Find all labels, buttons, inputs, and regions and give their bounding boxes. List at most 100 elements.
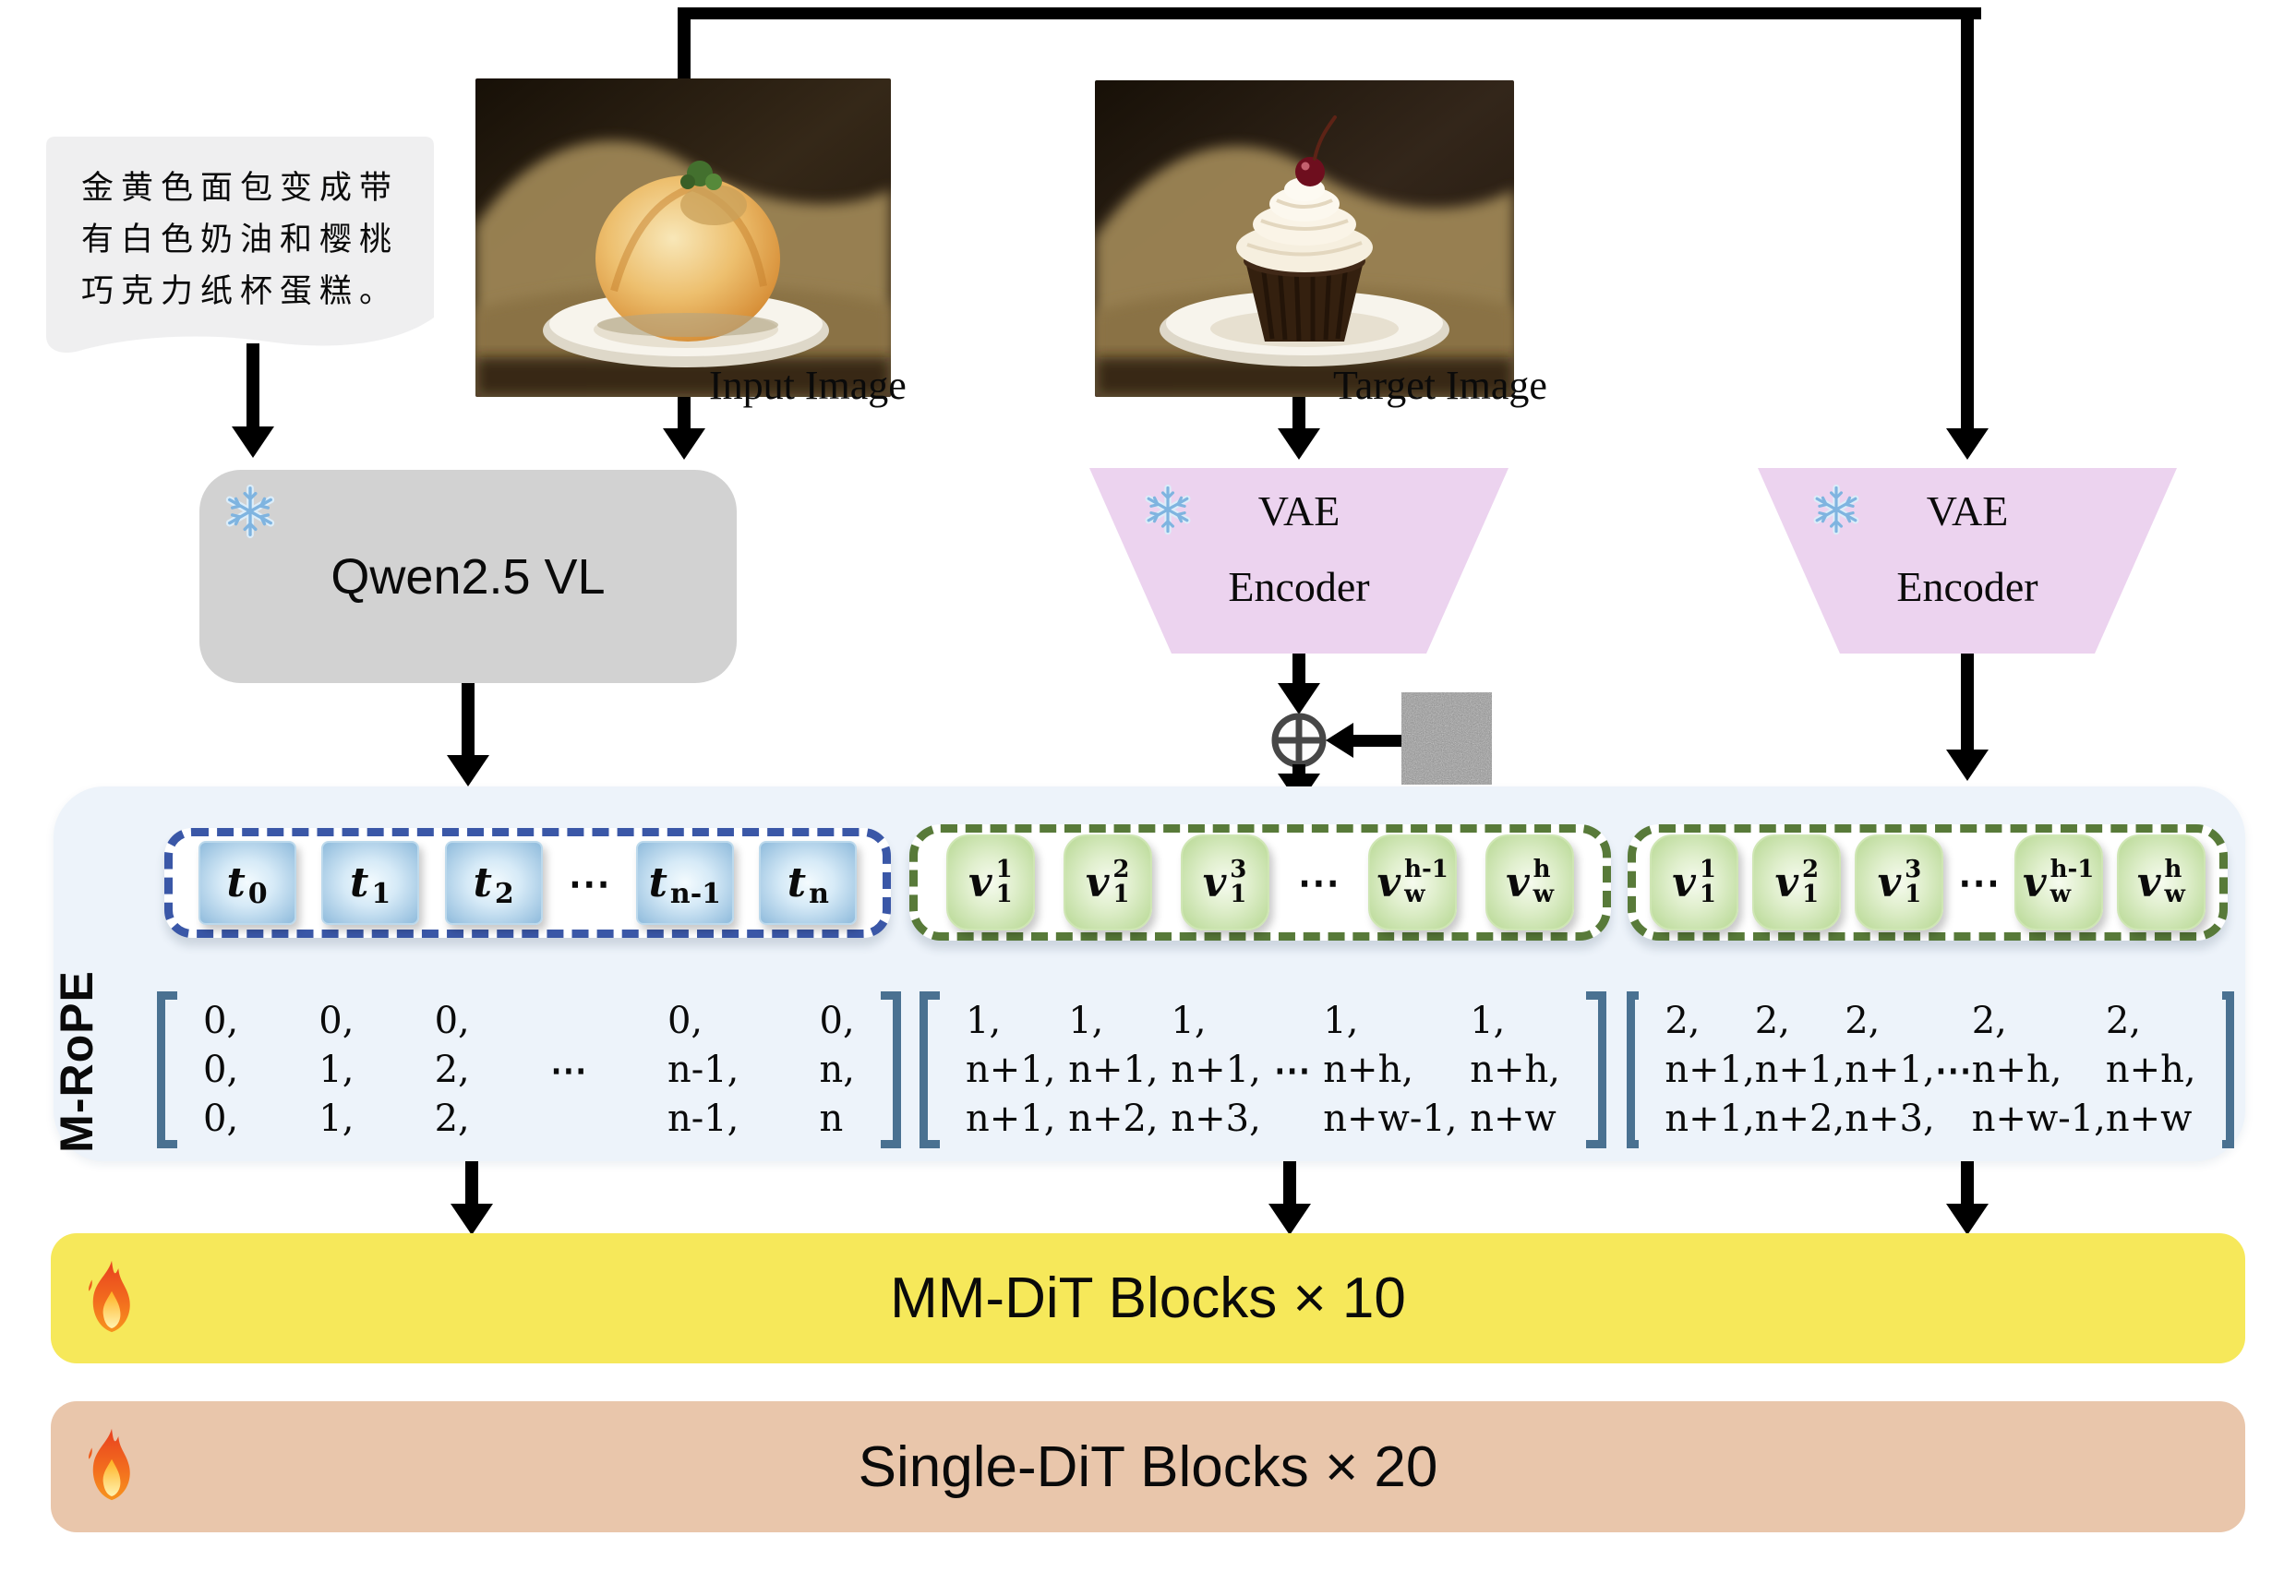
matrix-cell: n+h,	[2105, 1048, 2196, 1091]
connector-top-line	[678, 7, 1981, 19]
matrix-cell: n+w	[1470, 1097, 1557, 1140]
matrix-cell: n+1,	[966, 1048, 1056, 1091]
matrix-cell	[1274, 997, 1311, 1046]
vae-encoder-input: VAE Encoder	[1758, 468, 2177, 654]
matrix-cell	[1935, 997, 1972, 1046]
qwen-box: Qwen2.5 VL	[199, 470, 737, 683]
arrow-prompt-to-qwen	[246, 343, 259, 428]
matrix-column-5: 0, n, n	[820, 997, 855, 1144]
vision-token-4: v h-1 w	[1368, 834, 1458, 930]
matrix-cell: 2,	[434, 1097, 470, 1140]
arrowhead-input-stream	[1946, 1204, 1989, 1235]
prompt-line-2: 有白色奶油和樱桃	[80, 222, 399, 258]
matrix-column-5: 1, n+h, n+w	[1470, 997, 1560, 1144]
matrix-bracket-right	[881, 991, 901, 1148]
arrowhead-target-stream	[1268, 1204, 1311, 1235]
fire-icon	[89, 1428, 130, 1501]
arrowhead-target-image-to-vae	[1278, 428, 1320, 460]
vision-token-4: v h-1 w	[2014, 834, 2103, 930]
arrow-input-vae-to-rope	[1961, 654, 1974, 753]
prompt-bubble	[46, 137, 434, 354]
ellipsis: ⋯	[568, 858, 611, 908]
matrix-cell: 1,	[1068, 999, 1104, 1042]
vae-encoder-target: VAE Encoder	[1089, 468, 1509, 654]
matrix-cell: 2,	[1845, 999, 1881, 1042]
matrix-cell: n	[819, 1097, 844, 1140]
target-image-label: Target Image	[1333, 363, 1547, 408]
rope-matrix-1: 0, 0, 0, 0, 1, 1, 0, 2, 2, ⋯ 0, n-1, n-1, 0, n, n	[157, 991, 901, 1148]
arrowhead-noise-to-add	[1326, 723, 1353, 758]
rope-label: M-RoPE	[51, 970, 102, 1153]
arrowhead-input-vae-to-rope	[1946, 750, 1989, 781]
matrix-cell: n+2,	[1754, 1097, 1845, 1140]
matrix-cell: n+2,	[1068, 1097, 1159, 1140]
arrowhead-prompt-to-qwen	[232, 426, 274, 458]
snowflake-icon	[225, 484, 275, 539]
matrix-cell: n+3,	[1171, 1097, 1261, 1140]
arrow-input-image-to-qwen	[678, 397, 691, 432]
matrix-cell: n-1,	[667, 1097, 739, 1140]
mmdit-label: MM-DiT Blocks × 10	[890, 1266, 1406, 1330]
matrix-cell: 2,	[1754, 999, 1790, 1042]
singledit-bar: Single-DiT Blocks × 20	[51, 1401, 2245, 1532]
prompt-line-3: 巧克力纸杯蛋糕。	[80, 273, 399, 310]
matrix-cell	[1935, 1095, 1972, 1144]
snowflake-icon	[1813, 484, 1859, 535]
mmdit-bar: MM-DiT Blocks × 10	[51, 1233, 2245, 1363]
matrix-cell: 0,	[203, 1048, 239, 1091]
matrix-cell: 1,	[1323, 999, 1359, 1042]
arrow-text-stream-to-mmdit	[465, 1161, 478, 1207]
circle-plus-icon	[1271, 713, 1327, 768]
ellipsis: ⋯	[1957, 858, 2001, 907]
vae-label-line2: Encoder	[1896, 563, 2038, 610]
matrix-cell: ⋯	[1273, 1048, 1311, 1092]
matrix-cell: 2,	[2105, 999, 2142, 1042]
rope-matrix-2: 1, n+1, n+1, 1, n+1, n+2, 1, n+1, n+3, ⋯ 1, n+h, n…	[920, 991, 1606, 1148]
matrix-cell: ⋯	[1934, 1048, 1972, 1092]
matrix-cell: 1,	[1470, 999, 1506, 1042]
matrix-cell: 2,	[434, 1048, 470, 1091]
matrix-bracket-left	[1627, 991, 1640, 1148]
arrowhead-input-image-to-qwen	[663, 428, 705, 460]
matrix-cell: n+h,	[1323, 1048, 1414, 1091]
target-image-photo	[1095, 80, 1514, 397]
matrix-cell: 1,	[1171, 999, 1207, 1042]
matrix-cell: n+1,	[1171, 1048, 1261, 1091]
matrix-column-3: ⋯	[550, 997, 587, 1144]
matrix-column-3: ⋯	[1935, 997, 1972, 1144]
matrix-cell: n+1,	[1665, 1048, 1755, 1091]
matrix-column-0: 1, n+1, n+1,	[966, 997, 1055, 1144]
matrix-cell: n+w-1,	[1323, 1097, 1458, 1140]
matrix-cell: n+1,	[1754, 1048, 1845, 1091]
matrix-cell: n+w-1,	[1971, 1097, 2106, 1140]
matrix-cell: n+3,	[1845, 1097, 1935, 1140]
matrix-cell: n+h,	[1470, 1048, 1560, 1091]
matrix-cell: n,	[819, 1048, 855, 1091]
matrix-cell	[550, 1095, 587, 1144]
arrow-qwen-to-rope	[462, 683, 475, 759]
matrix-column-0: 2, n+1, n+1,	[1665, 997, 1754, 1144]
prompt-line-1: 金黄色面包变成带	[80, 170, 399, 207]
matrix-cell: 0,	[434, 999, 470, 1042]
connector-drop-to-input-vae	[1961, 7, 1974, 430]
matrix-column-3: ⋯	[1274, 997, 1311, 1144]
matrix-column-2: 1, n+1, n+3,	[1171, 997, 1260, 1144]
matrix-cell: 0,	[203, 999, 239, 1042]
qwen-label: Qwen2.5 VL	[331, 548, 606, 605]
matrix-cell: 1,	[319, 1048, 355, 1091]
matrix-cell: 2,	[1971, 999, 2007, 1042]
arrow-target-image-to-vae	[1292, 397, 1305, 432]
matrix-cell	[550, 997, 587, 1046]
text-token-group: t 0 t 1 t 2 ⋯ t n-1 t n	[164, 828, 891, 938]
ellipsis: ⋯	[1297, 858, 1340, 907]
vision-token-group-input: v 1 1 v 2 1 v 3 1 ⋯ v h-1 w v h w	[1628, 824, 2228, 941]
singledit-label: Single-DiT Blocks × 20	[858, 1434, 1438, 1499]
